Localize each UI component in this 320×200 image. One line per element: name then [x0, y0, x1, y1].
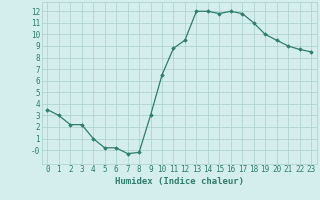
X-axis label: Humidex (Indice chaleur): Humidex (Indice chaleur)	[115, 177, 244, 186]
